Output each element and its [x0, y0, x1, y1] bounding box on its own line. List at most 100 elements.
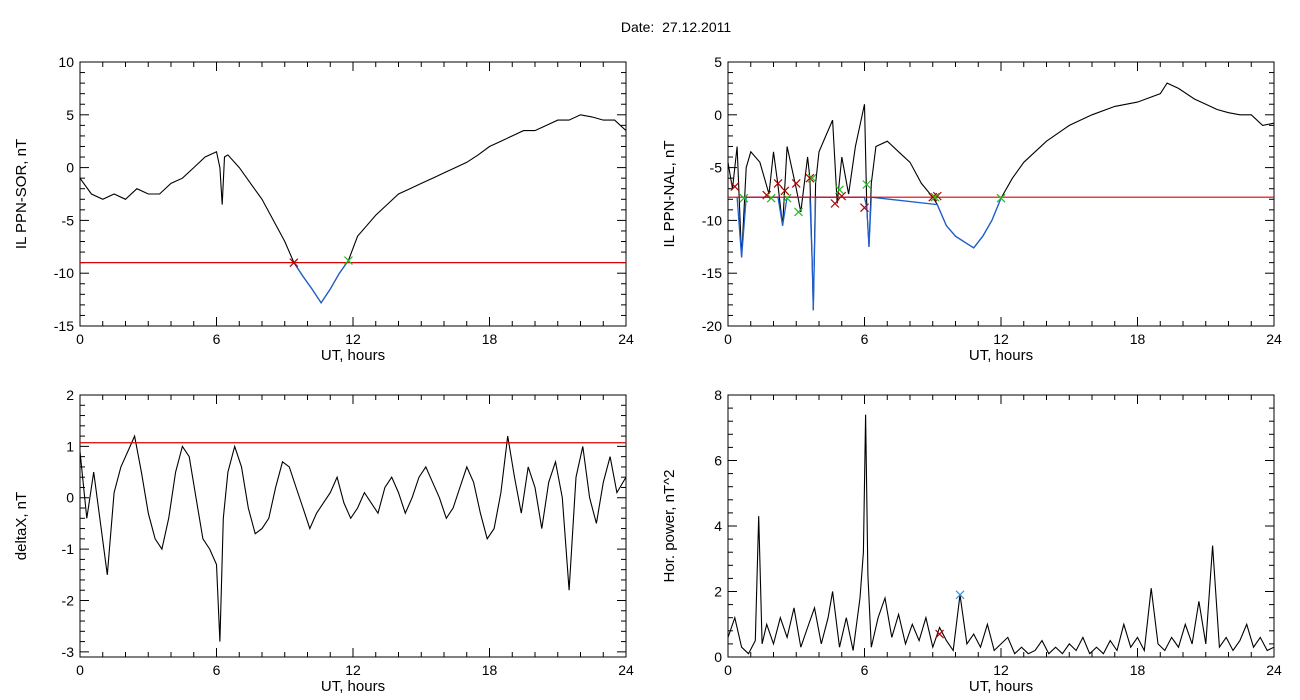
peak-marker-stroke — [955, 590, 965, 600]
x-tick-label: 12 — [345, 331, 361, 347]
x-tick-label: 0 — [724, 331, 732, 347]
plot-frame — [79, 61, 627, 327]
end-marker — [996, 193, 1006, 203]
panel-il-ppn-sor: 0 6 12 18 24 -15 -10 -5 0 5 10 UT, hours IL PPN-SOR,… — [13, 54, 634, 364]
x-axis-title: UT, hours — [321, 678, 385, 695]
x-tick-label: 12 — [993, 662, 1009, 678]
x-tick-label: 18 — [1130, 331, 1146, 347]
y-tick-label: 6 — [714, 453, 722, 469]
series-line — [728, 82, 1274, 311]
end-marker — [930, 192, 940, 202]
y-axis-title: Hor. power, nT^2 — [661, 470, 678, 583]
x-tick-label: 6 — [213, 331, 221, 347]
start-marker — [762, 190, 772, 200]
start-marker — [935, 629, 944, 639]
x-tick-label: 6 — [861, 331, 869, 347]
y-axis-title: deltaX, nT — [13, 492, 30, 560]
y-tick-label: -2 — [62, 592, 75, 608]
x-tick-label: 6 — [213, 662, 221, 678]
date-prefix: Date: — [620, 19, 655, 35]
x-tick-label: 0 — [76, 331, 84, 347]
start-marker — [791, 179, 801, 188]
panel-il-ppn-nal: 0 6 12 18 24 -20 -15 -10 -5 0 5 UT, hours IL PPN-NAL… — [661, 54, 1282, 364]
y-tick-label: 5 — [714, 54, 722, 70]
start-marker-stroke — [289, 258, 299, 268]
x-tick-label: 18 — [482, 662, 498, 678]
end-marker-stroke — [996, 193, 1006, 203]
y-tick-label: -3 — [62, 644, 75, 660]
start-marker — [805, 173, 815, 183]
x-tick-label: 24 — [1266, 662, 1282, 678]
end-marker — [807, 173, 817, 183]
start-marker — [730, 182, 740, 192]
end-marker-stroke — [344, 256, 353, 265]
start-marker-stroke — [932, 191, 942, 201]
end-marker-stroke — [794, 207, 803, 217]
end-marker — [794, 207, 803, 217]
start-marker — [780, 186, 790, 196]
start-marker-stroke — [762, 190, 772, 200]
y-tick-label: 0 — [714, 649, 722, 665]
y-tick-label: -15 — [702, 265, 722, 281]
highlight-segment — [736, 196, 1002, 311]
x-tick-label: 0 — [724, 662, 732, 678]
date-value: 27.12.2011 — [662, 19, 732, 35]
end-marker-stroke — [862, 180, 872, 189]
plot-area — [80, 114, 626, 304]
end-marker — [862, 180, 872, 189]
start-marker-stroke — [837, 191, 847, 201]
y-tick-label: 1 — [66, 438, 74, 454]
x-tick-label: 18 — [1130, 662, 1146, 678]
y-tick-label: -5 — [710, 160, 723, 176]
end-marker — [835, 185, 844, 195]
x-axis-title: UT, hours — [321, 347, 385, 364]
end-marker-stroke — [739, 193, 749, 203]
x-tick-label: 6 — [861, 662, 869, 678]
plot-frame — [79, 394, 627, 658]
x-tick-label: 24 — [1266, 331, 1282, 347]
end-marker-stroke — [835, 185, 844, 195]
y-tick-label: -15 — [54, 318, 74, 334]
end-marker-stroke — [766, 193, 776, 203]
start-marker-stroke — [730, 182, 740, 192]
plot-area — [728, 414, 1274, 655]
end-marker-stroke — [807, 173, 817, 183]
x-tick-label: 24 — [618, 331, 634, 347]
y-tick-label: 4 — [714, 518, 722, 534]
highlight-segment — [293, 260, 349, 304]
x-tick-label: 12 — [993, 331, 1009, 347]
y-tick-label: -5 — [62, 212, 75, 228]
end-marker — [739, 193, 749, 203]
y-tick-label: 10 — [58, 54, 74, 70]
y-tick-label: 5 — [66, 107, 74, 123]
start-marker-stroke — [791, 179, 801, 188]
figure-title: Date: 27.12.2011 — [0, 19, 1300, 35]
end-marker — [766, 193, 776, 203]
series-line — [80, 114, 626, 304]
y-tick-label: -10 — [54, 265, 74, 281]
start-marker — [289, 258, 299, 268]
x-tick-label: 0 — [76, 662, 84, 678]
y-tick-label: -1 — [62, 541, 75, 557]
plot-frame — [727, 394, 1275, 658]
start-marker-stroke — [830, 199, 840, 208]
start-marker — [830, 199, 840, 208]
x-tick-label: 24 — [618, 662, 634, 678]
series-line — [728, 414, 1274, 655]
start-marker-stroke — [935, 629, 944, 639]
series-line — [80, 434, 626, 642]
y-axis-title: IL PPN-NAL, nT — [661, 141, 678, 248]
x-axis-title: UT, hours — [969, 678, 1033, 695]
plot-area — [80, 434, 626, 642]
start-marker-stroke — [860, 203, 869, 213]
y-axis-title: IL PPN-SOR, nT — [13, 139, 30, 249]
start-marker — [773, 179, 783, 188]
y-tick-label: 0 — [714, 107, 722, 123]
y-tick-label: -20 — [702, 318, 722, 334]
y-tick-label: 0 — [66, 160, 74, 176]
end-marker — [782, 193, 792, 203]
x-tick-label: 18 — [482, 331, 498, 347]
